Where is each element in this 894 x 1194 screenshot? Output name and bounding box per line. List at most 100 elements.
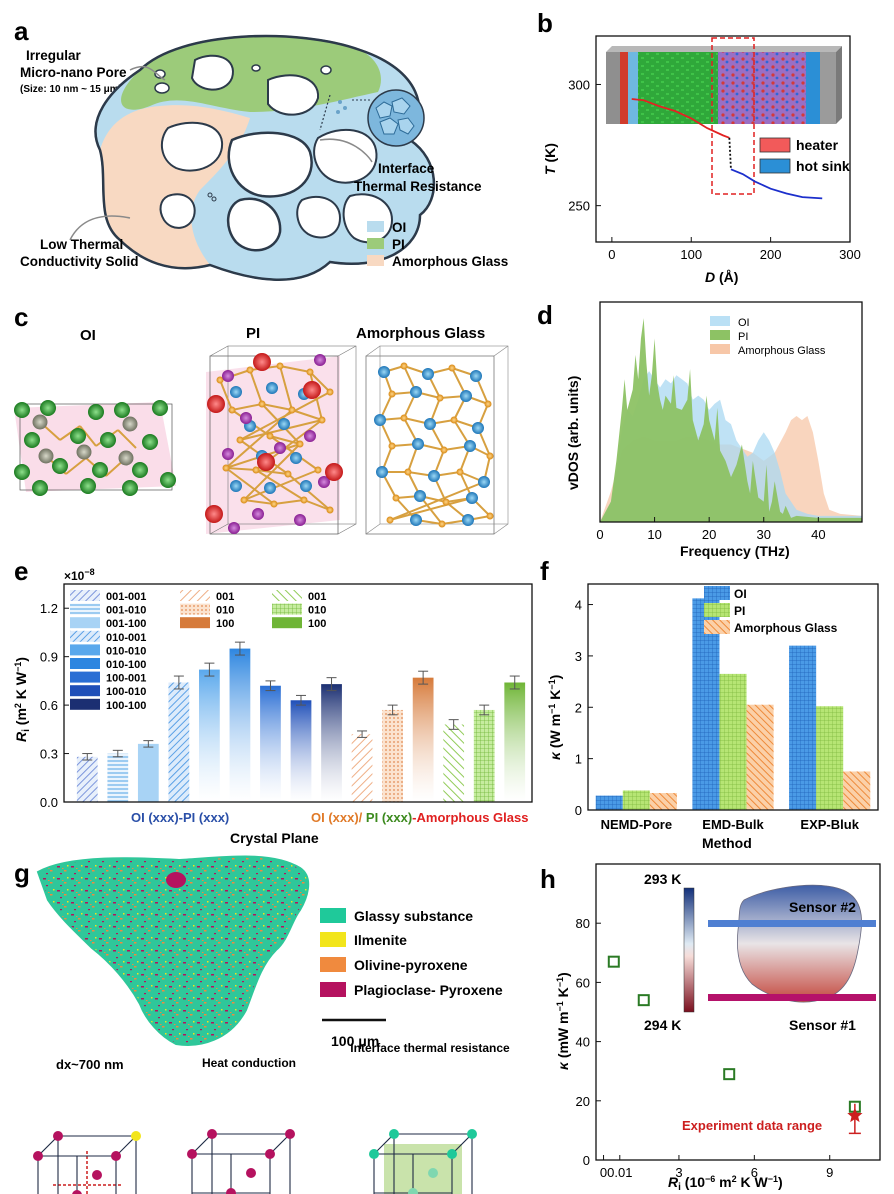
glass-o-atom-3 [436,394,444,402]
legend-swatch-hot-sink [759,158,791,174]
pi-si-atom-1 [266,382,278,394]
scalebar-label: 100 μm [331,1033,379,1049]
panel-g: g Glassy substance Ilmenite Olivine-pyro… [14,855,510,1194]
glass-o-atom-1 [448,364,456,372]
oi-atom-12 [132,462,148,478]
f-bar-1-2 [746,704,774,810]
oi-grey-atom-1 [122,416,138,432]
lattice-cube-heat [187,1129,295,1194]
pi-bond-26 [225,467,275,505]
e-bar-8 [321,684,342,802]
oi-atom-14 [80,478,96,494]
oi-atom-13 [32,480,48,496]
pi-bond-18 [225,467,257,471]
glass-o-atom-4 [484,400,492,408]
b-gap-line [728,137,732,170]
panel-e: e ×10−8 0.0 0.3 0.6 0.9 1.2 Ri (m2 K W−1) OI… [13,556,533,846]
pi-bond-7 [261,403,293,411]
legend-swatch-pi [367,238,384,249]
e-bar-13 [473,709,495,802]
e-legend-swatch-11 [180,617,210,629]
cube2-atom [265,1149,275,1159]
glass-si-atom-3 [410,386,422,398]
e-ytick-label: 0.6 [40,698,58,713]
h-ylabel: κ (mW m−1 K−1) [555,972,571,1070]
legend-label-oi: OI [392,220,406,235]
f-ytick-label: 0 [575,803,582,818]
cube1-atom [72,1190,82,1194]
e-legend-label-11: 100 [216,618,234,630]
pi-bond-9 [291,409,323,421]
legend-label-heater: heater [796,137,839,153]
f-bar-2-0 [789,645,817,810]
chart-d-frame [599,301,863,523]
cube3-atom [428,1168,438,1178]
d-legend-swatch-glass [710,344,730,354]
e-ytick-label: 0.9 [40,650,58,665]
oi-atom-0 [14,402,30,418]
glass-si-atom-9 [464,440,476,452]
oi-atom-9 [14,464,30,480]
panel-g-legend: Glassy substance Ilmenite Olivine-pyroxe… [320,908,503,998]
panel-letter-a: a [14,16,29,46]
b-ytick-label: 300 [568,77,590,92]
oi-grey-atom-2 [38,448,54,464]
f-bar-2-1 [816,706,844,810]
e-scale-label: ×10−8 [64,567,95,583]
f-ytick-label: 3 [575,649,582,664]
panel-d: d 0 10 20 30 40 vDOS (arb. units) Frequency … [537,300,863,559]
panel-letter-h: h [540,864,556,894]
c-title-pi: PI [246,325,260,342]
pi-si-atom-0 [230,386,242,398]
glass-o-atom-9 [486,452,494,460]
f-legend-label-pi: PI [734,604,745,618]
b-xtick-label: 300 [839,247,861,262]
chart-d-plot: 0 10 20 30 40 [596,318,862,542]
chart-h-frame [595,863,881,1161]
g-legend-label-glassy: Glassy substance [354,908,473,924]
pi-bond-27 [273,499,305,505]
panel-letter-d: d [537,300,553,330]
e-bar-0 [76,756,98,802]
glass-o-atom-13 [442,498,450,506]
cube1-atom [111,1151,121,1161]
g-legend-swatch-ilmenite [320,932,346,947]
d-legend-label-oi: OI [738,317,750,329]
panel-a: a Irregular Micro-nano Pore (Size: 10 nm… [14,16,508,281]
f-bar-2-2 [843,771,871,810]
sensor-1-bar [708,994,876,1001]
cube3-atom [467,1129,477,1139]
glass-si-atom-8 [412,438,424,450]
e-bar-10 [382,709,403,802]
panel-letter-c: c [14,302,28,332]
f-bar-0-1 [622,790,650,810]
oi-grey-atom-4 [76,444,92,460]
cube1-atom [92,1170,102,1180]
oi-atom-6 [70,428,86,444]
d-xtick-label: 0 [596,527,603,542]
oi-atom-2 [88,404,104,420]
e-legend-swatch-3 [70,630,100,642]
cube-title-interface: Interface thermal resistance [350,1041,510,1055]
b-xtick-label: 0 [608,247,615,262]
panel-a-legend: OI PI Amorphous Glass [367,220,508,269]
e-legend-swatch-6 [70,671,100,683]
oi-atom-11 [92,462,108,478]
chart-b-plot: 0 100 200 300 250 300 [568,77,861,262]
h-sim-point-1 [637,994,650,1007]
experiment-label: Experiment data range [682,1118,822,1133]
e-legend-swatch-5 [70,658,100,669]
mineral-map [36,855,310,1046]
e-bar-1 [107,753,129,802]
f-legend-swatch-pi [704,603,730,617]
oi-atom-7 [100,432,116,448]
glass-o-atom-6 [450,416,458,424]
e-group1-label: OI (xxx)-PI (xxx) [131,810,229,825]
pi-bond-24 [243,443,301,501]
oi-bond-6 [65,457,87,475]
cube2-atom [246,1168,256,1178]
colorbar-top-label: 293 K [644,871,681,887]
h-xtick-label: 6 [751,1165,758,1180]
e-legend-swatch-0 [70,590,100,601]
glass-si-atom-16 [462,514,474,526]
